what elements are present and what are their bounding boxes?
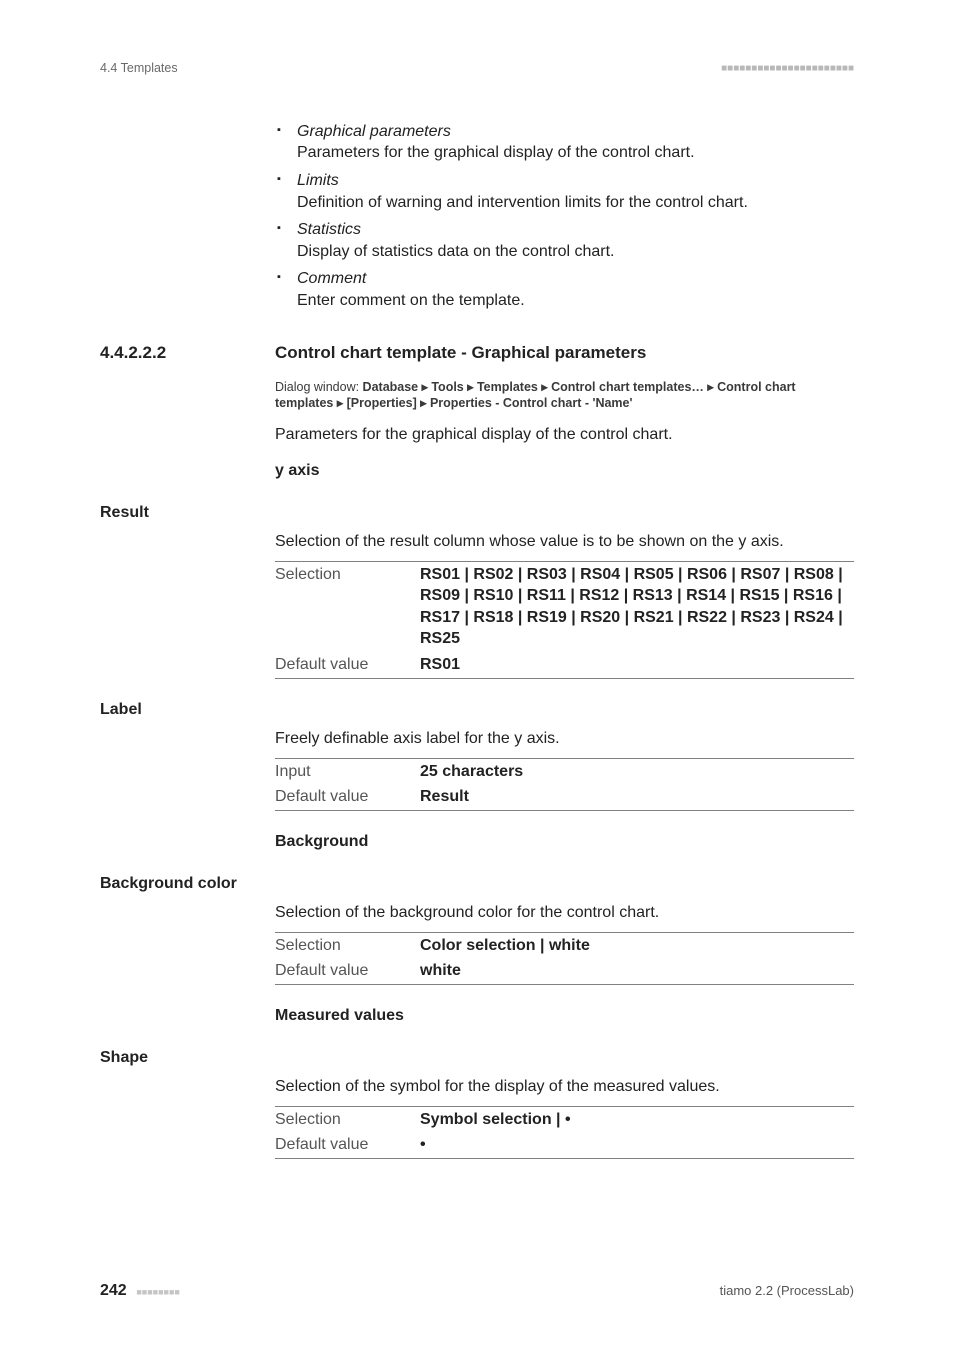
spec-key: Default value xyxy=(275,958,420,984)
param-label-result: Result xyxy=(100,502,275,524)
spec-value: Symbol selection | • xyxy=(420,1106,854,1132)
page-header: 4.4 Templates ■■■■■■■■■■■■■■■■■■■■■■ xyxy=(100,60,854,77)
spec-value: white xyxy=(420,958,854,984)
header-ornament: ■■■■■■■■■■■■■■■■■■■■■■ xyxy=(721,62,854,76)
list-item-head: Limits xyxy=(297,172,339,189)
list-item-head: Comment xyxy=(297,270,366,287)
section-number: 4.4.2.2.2 xyxy=(100,342,275,365)
table-row: Default value RS01 xyxy=(275,652,854,678)
footer-left: 242 ■■■■■■■■ xyxy=(100,1280,180,1302)
spec-value: RS01 xyxy=(420,652,854,678)
spec-value: Color selection | white xyxy=(420,932,854,958)
param-desc: Selection of the symbol for the display … xyxy=(275,1076,854,1098)
list-item: Statistics Display of statistics data on… xyxy=(275,219,854,262)
group-heading-measured: Measured values xyxy=(275,1005,854,1027)
table-row: Default value Result xyxy=(275,784,854,810)
table-row: Selection RS01 | RS02 | RS03 | RS04 | RS… xyxy=(275,561,854,652)
list-item: Comment Enter comment on the template. xyxy=(275,268,854,311)
section-title: Control chart template - Graphical param… xyxy=(275,342,646,365)
param-label-shape: Shape xyxy=(100,1047,275,1069)
spec-value: RS01 | RS02 | RS03 | RS04 | RS05 | RS06 … xyxy=(420,561,854,652)
param-desc: Selection of the background color for th… xyxy=(275,902,854,924)
header-section: 4.4 Templates xyxy=(100,60,178,77)
feature-list: Graphical parameters Parameters for the … xyxy=(275,121,854,312)
spec-key: Default value xyxy=(275,784,420,810)
list-item-desc: Parameters for the graphical display of … xyxy=(297,142,854,164)
spec-key: Input xyxy=(275,758,420,784)
list-item: Limits Definition of warning and interve… xyxy=(275,170,854,213)
table-row: Input 25 characters xyxy=(275,758,854,784)
dialog-path-prefix: Dialog window: xyxy=(275,380,363,394)
spec-table: Selection RS01 | RS02 | RS03 | RS04 | RS… xyxy=(275,561,854,679)
param-label-label: Label xyxy=(100,699,275,721)
dialog-path: Dialog window: Database ▸ Tools ▸ Templa… xyxy=(275,379,854,413)
list-item-head: Statistics xyxy=(297,221,361,238)
list-item-desc: Display of statistics data on the contro… xyxy=(297,241,854,263)
table-row: Default value white xyxy=(275,958,854,984)
spec-key: Selection xyxy=(275,561,420,652)
spec-value: 25 characters xyxy=(420,758,854,784)
table-row: Selection Color selection | white xyxy=(275,932,854,958)
table-row: Selection Symbol selection | • xyxy=(275,1106,854,1132)
table-row: Default value • xyxy=(275,1132,854,1158)
param-label-bgcolor: Background color xyxy=(100,873,275,895)
spec-value: Result xyxy=(420,784,854,810)
list-item-desc: Enter comment on the template. xyxy=(297,290,854,312)
spec-value: • xyxy=(420,1132,854,1158)
param-desc: Selection of the result column whose val… xyxy=(275,531,854,553)
list-item-head: Graphical parameters xyxy=(297,123,451,140)
spec-table: Input 25 characters Default value Result xyxy=(275,758,854,811)
group-heading-yaxis: y axis xyxy=(275,460,854,482)
spec-key: Selection xyxy=(275,1106,420,1132)
spec-table: Selection Color selection | white Defaul… xyxy=(275,932,854,985)
spec-key: Default value xyxy=(275,652,420,678)
spec-key: Default value xyxy=(275,1132,420,1158)
page-footer: 242 ■■■■■■■■ tiamo 2.2 (ProcessLab) xyxy=(100,1280,854,1302)
footer-right: tiamo 2.2 (ProcessLab) xyxy=(720,1282,854,1300)
param-desc: Freely definable axis label for the y ax… xyxy=(275,728,854,750)
list-item: Graphical parameters Parameters for the … xyxy=(275,121,854,164)
footer-ornament: ■■■■■■■■ xyxy=(136,1287,180,1297)
list-item-desc: Definition of warning and intervention l… xyxy=(297,192,854,214)
group-heading-background: Background xyxy=(275,831,854,853)
page-number: 242 xyxy=(100,1282,127,1299)
section-heading: 4.4.2.2.2 Control chart template - Graph… xyxy=(100,342,854,365)
spec-table: Selection Symbol selection | • Default v… xyxy=(275,1106,854,1159)
section-intro: Parameters for the graphical display of … xyxy=(275,424,854,446)
spec-key: Selection xyxy=(275,932,420,958)
